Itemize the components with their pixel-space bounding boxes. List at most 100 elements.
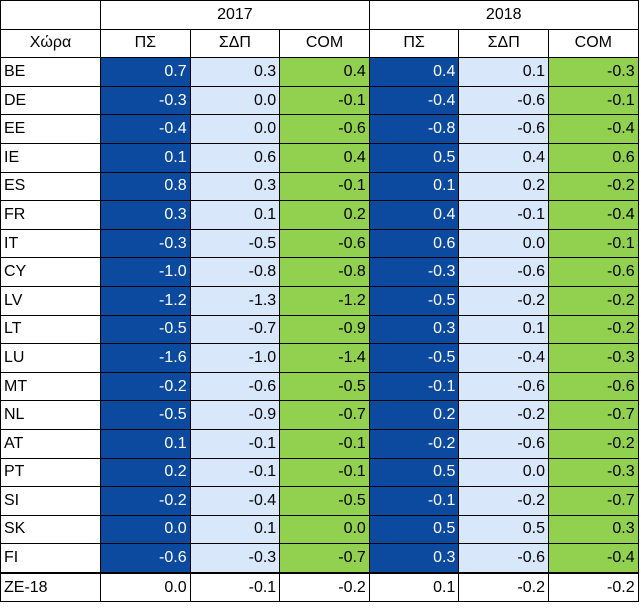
value-cell-ps-2017: -1.0 — [100, 257, 191, 287]
value-cell-ps-2018: -0.8 — [368, 114, 460, 144]
column-header-com-2017: COM — [279, 28, 370, 59]
value-cell-sdp-2018: 0.2 — [458, 171, 549, 202]
value-cell-sdp-2017: -0.1 — [189, 428, 281, 459]
value-cell-sdp-2017: -1.3 — [189, 285, 281, 316]
table-row: AT 0.1 -0.1 -0.1 -0.2 -0.6 -0.2 — [0, 428, 639, 459]
column-header-sdp-2018: ΣΔΠ — [458, 28, 549, 59]
value-cell-com-2017: -0.1 — [279, 457, 370, 488]
value-cell-sdp-2018: -0.6 — [458, 371, 549, 402]
value-cell-com-2018: -0.6 — [548, 257, 639, 287]
value-cell-ps-2017: -0.2 — [100, 371, 191, 402]
value-cell-sdp-2017: -0.3 — [189, 543, 281, 574]
value-cell-com-2018: -0.7 — [548, 486, 639, 516]
value-cell-com-2018: -0.3 — [548, 343, 639, 373]
country-cell: IE — [0, 142, 101, 173]
value-cell-ps-2017: 0.8 — [100, 171, 191, 202]
value-cell-com-2018: -0.2 — [548, 428, 639, 459]
value-cell-ps-2017: -0.5 — [100, 400, 191, 430]
table-row: ES 0.8 0.3 -0.1 0.1 0.2 -0.2 — [0, 171, 639, 202]
country-cell: LT — [0, 314, 101, 345]
value-cell-sdp-2017: 0.6 — [189, 142, 281, 173]
value-cell-com-2017: -1.2 — [279, 285, 370, 316]
value-cell-sdp-2018: -0.1 — [458, 200, 549, 230]
value-cell-sdp-2018: 0.1 — [458, 314, 549, 345]
country-cell: ES — [0, 171, 101, 202]
value-cell-sdp-2018: -0.6 — [458, 428, 549, 459]
value-cell-ps-2018: 0.5 — [368, 142, 460, 173]
country-cell: SK — [0, 514, 101, 545]
table-row: MT -0.2 -0.6 -0.5 -0.1 -0.6 -0.6 — [0, 371, 639, 402]
value-cell-ps-2017: 0.3 — [100, 200, 191, 230]
value-cell-com-2018: -0.6 — [548, 371, 639, 402]
value-cell-sdp-2018: 0.4 — [458, 142, 549, 173]
value-cell-com-2018: -0.2 — [548, 285, 639, 316]
value-cell-ps-2018: 0.2 — [368, 400, 460, 430]
value-cell-ps-2018: 0.4 — [368, 200, 460, 230]
table-row: BE 0.7 0.3 0.4 0.4 0.1 -0.3 — [0, 57, 639, 87]
value-cell-sdp-2017: 0.1 — [189, 514, 281, 545]
value-cell-sdp-2017: -0.6 — [189, 371, 281, 402]
year-header-row: 2017 2018 — [0, 0, 639, 30]
value-cell-ps-2018: 0.5 — [368, 514, 460, 545]
value-cell-com-2017: -1.4 — [279, 343, 370, 373]
value-cell-sdp-2017: 0.0 — [189, 85, 281, 116]
country-cell: LU — [0, 343, 101, 373]
table-row: FI -0.6 -0.3 -0.7 0.3 -0.6 -0.4 — [0, 543, 639, 574]
country-cell: NL — [0, 400, 101, 430]
value-cell-ps-2018: 0.1 — [368, 571, 460, 603]
value-cell-com-2018: -0.1 — [548, 228, 639, 259]
value-cell-ps-2018: -0.4 — [368, 85, 460, 116]
column-header-com-2018: COM — [548, 28, 639, 59]
value-cell-com-2018: -0.4 — [548, 114, 639, 144]
value-cell-ps-2018: -0.2 — [368, 428, 460, 459]
value-cell-sdp-2017: 0.3 — [189, 57, 281, 87]
value-cell-ps-2017: -0.2 — [100, 486, 191, 516]
table-row: IE 0.1 0.6 0.4 0.5 0.4 0.6 — [0, 142, 639, 173]
value-cell-com-2017: 0.0 — [279, 514, 370, 545]
value-cell-ps-2018: 0.6 — [368, 228, 460, 259]
value-cell-ps-2018: 0.4 — [368, 57, 460, 87]
value-cell-ps-2017: -0.5 — [100, 314, 191, 345]
country-cell: BE — [0, 57, 101, 87]
value-cell-com-2017: 0.4 — [279, 142, 370, 173]
table-row: DE -0.3 0.0 -0.1 -0.4 -0.6 -0.1 — [0, 85, 639, 116]
value-cell-com-2018: -0.2 — [548, 171, 639, 202]
country-cell: SI — [0, 486, 101, 516]
value-cell-ps-2017: 0.1 — [100, 428, 191, 459]
value-cell-ps-2018: -0.3 — [368, 257, 460, 287]
value-cell-com-2017: -0.1 — [279, 428, 370, 459]
value-cell-ps-2017: -1.6 — [100, 343, 191, 373]
table-row: EE -0.4 0.0 -0.6 -0.8 -0.6 -0.4 — [0, 114, 639, 144]
value-cell-ps-2017: 0.2 — [100, 457, 191, 488]
value-cell-sdp-2017: -0.4 — [189, 486, 281, 516]
value-cell-ps-2017: 0.0 — [100, 514, 191, 545]
country-cell: CY — [0, 257, 101, 287]
value-cell-sdp-2018: 0.5 — [458, 514, 549, 545]
table-row: LV -1.2 -1.3 -1.2 -0.5 -0.2 -0.2 — [0, 285, 639, 316]
value-cell-com-2017: 0.2 — [279, 200, 370, 230]
value-cell-sdp-2018: -0.2 — [458, 571, 549, 603]
value-cell-sdp-2018: -0.6 — [458, 543, 549, 574]
table-row: FR 0.3 0.1 0.2 0.4 -0.1 -0.4 — [0, 200, 639, 230]
country-cell: EE — [0, 114, 101, 144]
value-cell-ps-2017: -0.3 — [100, 85, 191, 116]
value-cell-ps-2017: -0.6 — [100, 543, 191, 574]
value-cell-ps-2018: 0.3 — [368, 543, 460, 574]
table-row: LT -0.5 -0.7 -0.9 0.3 0.1 -0.2 — [0, 314, 639, 345]
value-cell-sdp-2018: -0.6 — [458, 114, 549, 144]
value-cell-sdp-2018: -0.2 — [458, 285, 549, 316]
value-cell-com-2018: 0.6 — [548, 142, 639, 173]
column-header-ps-2018: ΠΣ — [368, 28, 460, 59]
value-cell-com-2017: -0.9 — [279, 314, 370, 345]
value-cell-sdp-2017: -1.0 — [189, 343, 281, 373]
total-row: ZE-18 0.0 -0.1 -0.2 0.1 -0.2 -0.2 — [0, 571, 639, 603]
country-cell: IT — [0, 228, 101, 259]
value-cell-com-2018: 0.3 — [548, 514, 639, 545]
table-row: PT 0.2 -0.1 -0.1 0.5 0.0 -0.3 — [0, 457, 639, 488]
value-cell-com-2017: -0.1 — [279, 85, 370, 116]
value-cell-ps-2017: 0.1 — [100, 142, 191, 173]
value-cell-sdp-2017: -0.1 — [189, 571, 281, 603]
